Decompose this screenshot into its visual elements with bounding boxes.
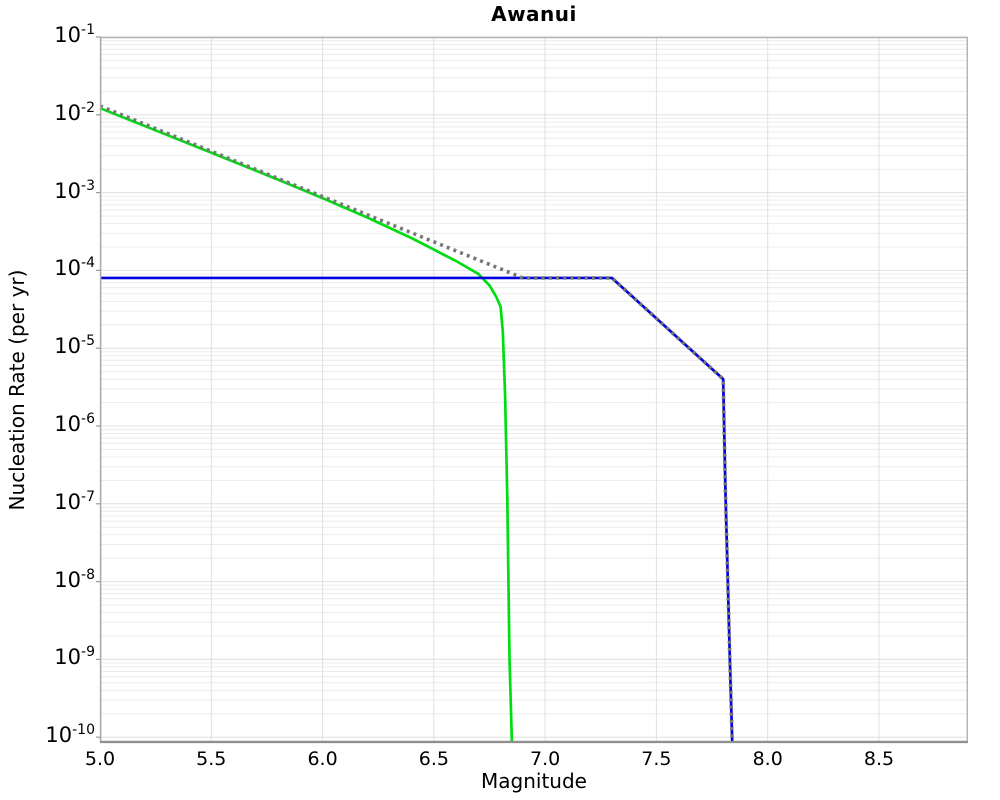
- x-tick-label: 6.0: [307, 748, 338, 770]
- chart-title: Awanui: [491, 2, 577, 26]
- plot-area: [96, 36, 968, 744]
- x-tick-label: 5.5: [196, 748, 227, 770]
- y-tick-label: 10-5: [54, 333, 95, 359]
- y-tick-label: 10-10: [45, 722, 95, 748]
- y-tick-label: 10-3: [54, 177, 95, 203]
- series-constant-nucleation-floor-line: [100, 276, 734, 743]
- x-axis-label: Magnitude: [481, 769, 587, 793]
- gridlines: [99, 36, 968, 743]
- x-tick-label: 7.0: [530, 748, 561, 770]
- plot-frame: [96, 36, 968, 744]
- x-tick-label: 5.0: [84, 748, 116, 770]
- y-tick-label: 10-7: [54, 488, 95, 514]
- x-tick-label: 7.5: [641, 748, 672, 770]
- x-tick-label: 6.5: [418, 748, 449, 770]
- x-tick-label: 8.0: [752, 748, 783, 770]
- x-tick-label: 8.5: [863, 748, 895, 770]
- y-tick-label: 10-1: [54, 22, 95, 47]
- series-gutenberg-richter-reference-line: [100, 104, 735, 743]
- y-axis-label: Nucleation Rate (per yr): [5, 269, 29, 511]
- y-tick-label: 10-6: [54, 411, 95, 436]
- y-tick-label: 10-8: [54, 566, 95, 592]
- y-tick-label: 10-4: [54, 255, 95, 281]
- series-curves: [100, 104, 735, 743]
- y-tick-label: 10-9: [54, 644, 95, 670]
- y-tick-label: 10-2: [54, 99, 95, 125]
